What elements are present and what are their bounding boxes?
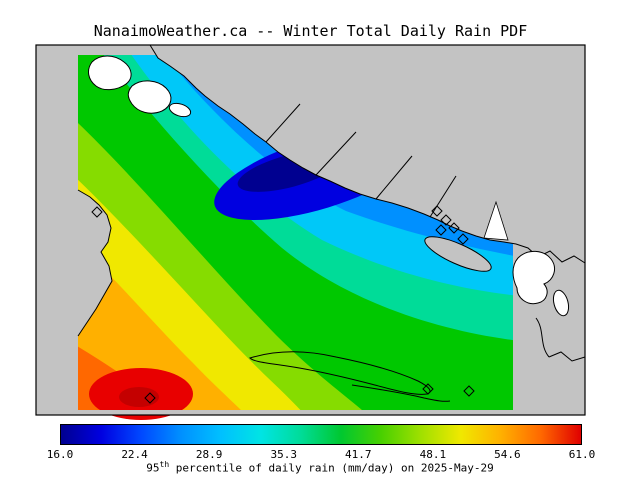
- colorbar-tick-label: 61.0: [568, 448, 596, 461]
- station-marker: [435, 224, 447, 236]
- island-shore-wedge: [78, 190, 112, 336]
- colorbar-tick-label: 22.4: [121, 448, 148, 461]
- caption-prefix: 95: [146, 461, 160, 475]
- inlet-wedge: [483, 200, 509, 241]
- coast-line-detail: [535, 317, 550, 358]
- station-marker: [440, 214, 452, 226]
- coastal-lake: [512, 250, 555, 305]
- coast-line-detail-2: [548, 351, 586, 362]
- station-markers-layer: [91, 205, 475, 404]
- colorbar-tick-label: 48.1: [419, 448, 447, 461]
- coastal-lake-2: [552, 289, 570, 317]
- fjord-inlet: [429, 175, 457, 218]
- margin-left: [36, 45, 78, 415]
- station-marker: [463, 385, 475, 397]
- colorbar-tick-label: 35.3: [270, 448, 297, 461]
- station-marker: [144, 392, 156, 404]
- island-elongated: [424, 236, 492, 272]
- colorbar-tick-label: 54.6: [494, 448, 521, 461]
- island-shore-coastline: [77, 189, 113, 337]
- station-marker: [448, 222, 460, 234]
- colorbar-caption: 95th percentile of daily rain (mm/day) o…: [0, 460, 640, 475]
- plot-frame: [35, 44, 586, 416]
- colorbar-tick-label: 41.7: [345, 448, 372, 461]
- colorbar-tick-label: 16.0: [46, 448, 74, 461]
- fjord-inlet: [375, 155, 413, 200]
- mainland-landmass: [150, 45, 585, 263]
- colorbar-gradient: [60, 424, 582, 445]
- colorbar-tick-label: 28.9: [195, 448, 223, 461]
- caption-superscript: th: [159, 460, 170, 469]
- island-northwest: [88, 55, 132, 91]
- colorbar-tick-labels: 16.0 22.4 28.9 35.3 41.7 48.1 54.6 61.0: [47, 448, 596, 461]
- band-red-core: [119, 387, 159, 407]
- outlined-island-coastline: [249, 351, 431, 395]
- caption-suffix: percentile of daily rain (mm/day) on 202…: [169, 461, 494, 475]
- mainland-coastline: [149, 44, 586, 264]
- margin-bottom: [36, 410, 585, 415]
- page-title: NanaimoWeather.ca -- Winter Total Daily …: [93, 22, 528, 40]
- fjord-inlet: [315, 131, 357, 176]
- islet: [168, 102, 192, 118]
- station-marker: [422, 383, 434, 395]
- island-northwest-2: [127, 80, 172, 114]
- station-marker: [457, 233, 469, 245]
- station-marker: [431, 205, 443, 217]
- outlined-coast-sliver: [351, 384, 451, 402]
- fjord-inlet: [265, 103, 301, 143]
- station-marker: [91, 206, 103, 218]
